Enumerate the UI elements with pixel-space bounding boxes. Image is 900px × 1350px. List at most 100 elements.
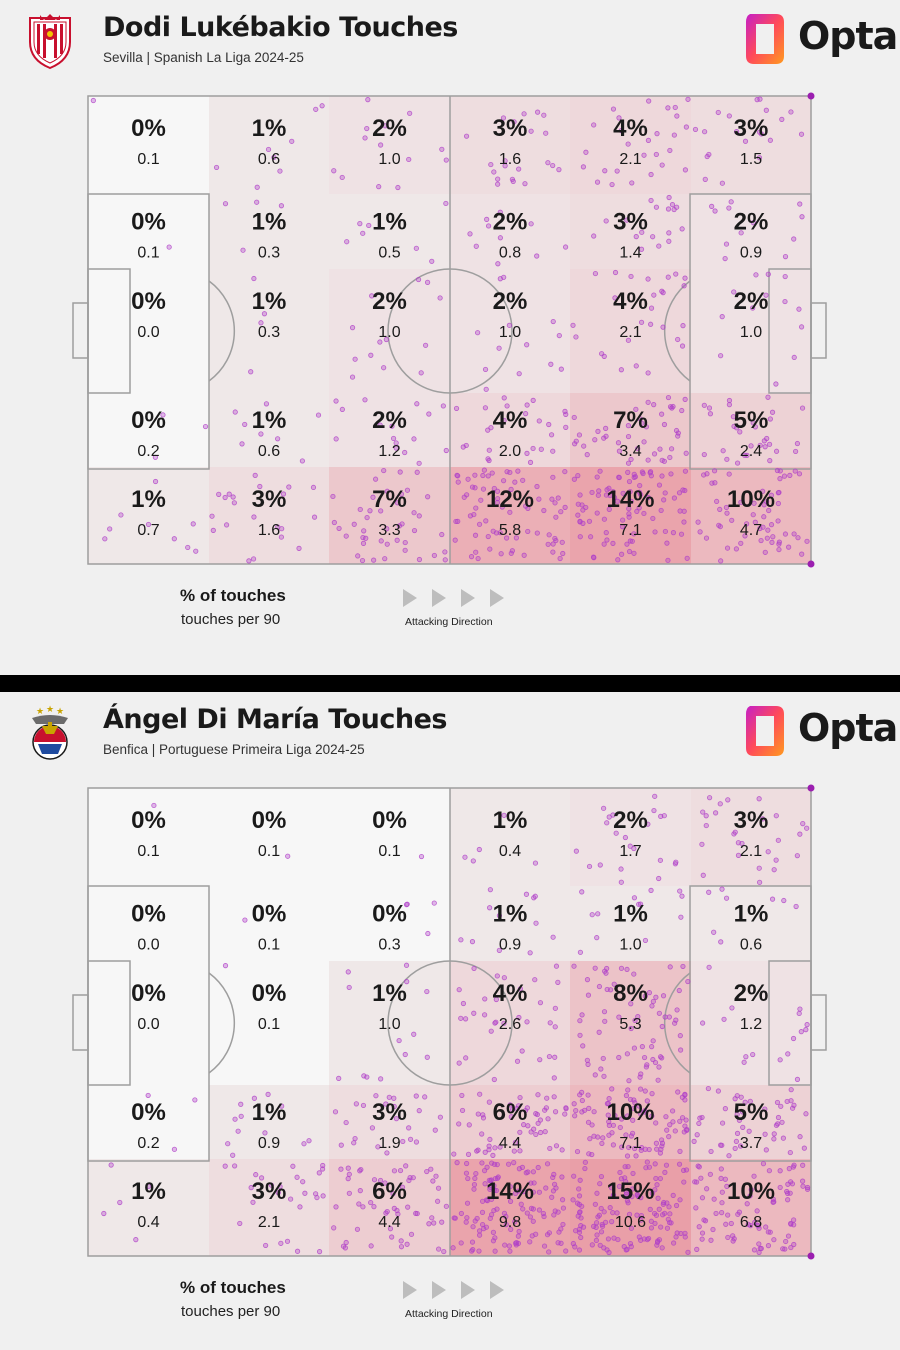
touch-dot [609, 1086, 615, 1092]
touch-dot [601, 1009, 608, 1015]
touch-dot [487, 1136, 493, 1143]
cell-pct-label: 0% [252, 901, 287, 928]
touch-dot [271, 154, 277, 161]
touch-dot [601, 516, 607, 522]
touch-dot [533, 1111, 539, 1117]
touch-dot [268, 1182, 274, 1188]
touch-dot [618, 128, 624, 134]
heat-cell [209, 1085, 329, 1159]
touch-dot [491, 169, 497, 175]
touch-dot [694, 1246, 700, 1252]
touch-dot [521, 111, 527, 117]
touch-dot [577, 1018, 583, 1024]
touch-dot [652, 1059, 659, 1066]
touch-dot [576, 432, 583, 438]
touch-dot [354, 1226, 361, 1232]
touch-dot [624, 541, 630, 547]
touch-dot [492, 1248, 498, 1254]
touch-dot [597, 1181, 603, 1187]
touch-dot [698, 1175, 704, 1181]
touch-dot [788, 1087, 794, 1093]
touch-dot [479, 1221, 486, 1228]
touch-dot [664, 1225, 671, 1231]
touch-dot [579, 502, 585, 508]
touch-dot [145, 521, 152, 528]
touch-dot [397, 469, 403, 475]
touch-dot [483, 518, 489, 524]
touch-dot [515, 1188, 521, 1194]
touch-dot [571, 476, 577, 482]
touch-dot [497, 1144, 503, 1150]
cell-per90-label: 0.8 [499, 245, 521, 262]
touch-dot [429, 258, 435, 264]
touch-dot [631, 895, 638, 901]
touch-dot [494, 499, 500, 506]
touch-dot [592, 965, 598, 971]
touch-dot [316, 1170, 322, 1176]
touch-dot [653, 994, 659, 1000]
touch-dot [579, 889, 585, 895]
cell-per90-label: 10.6 [615, 1214, 646, 1231]
touch-dot [650, 234, 656, 240]
touch-dot [675, 1089, 681, 1095]
touch-dot [679, 343, 686, 349]
touch-dot [603, 492, 610, 498]
touch-dot [356, 1201, 362, 1207]
touch-dot [528, 221, 534, 227]
touch-dot [775, 837, 781, 843]
touch-dot [600, 1135, 606, 1141]
touch-dot [431, 900, 437, 906]
touch-dot [580, 164, 587, 170]
touch-dot [463, 1219, 469, 1225]
touch-dot [591, 1109, 597, 1115]
touch-dot [345, 969, 351, 975]
cell-per90-label: 1.6 [499, 151, 521, 168]
touch-dot [633, 1153, 639, 1159]
touch-dot [594, 1190, 600, 1196]
touch-dot [280, 491, 287, 497]
touch-dot [773, 381, 779, 387]
touch-dot [732, 1145, 738, 1152]
touch-dot [441, 1248, 447, 1255]
cell-pct-label: 7% [372, 486, 407, 513]
touch-dot [602, 968, 608, 974]
touch-dot [520, 1206, 526, 1212]
touch-dot [786, 1166, 792, 1172]
cell-per90-label: 0.6 [258, 151, 280, 168]
touch-dot [552, 1109, 559, 1115]
touch-dot [632, 1100, 638, 1106]
touch-dot [524, 1210, 530, 1216]
touch-dot [614, 1210, 620, 1216]
touch-dot [501, 395, 507, 401]
touch-dot [202, 423, 209, 430]
touch-dot [543, 130, 549, 136]
touch-dot [771, 1136, 777, 1142]
touch-dot [284, 1238, 291, 1244]
touch-dot [625, 469, 631, 475]
heat-cell [329, 788, 450, 886]
touch-dot [359, 557, 366, 564]
touch-dot [435, 1185, 442, 1191]
touch-dot [555, 1240, 561, 1246]
touch-dot [629, 1193, 635, 1200]
touch-dot [230, 494, 236, 500]
touch-dot [516, 1014, 522, 1021]
touch-dot [592, 270, 599, 277]
touch-dot [594, 935, 600, 941]
cell-pct-label: 0% [252, 807, 287, 834]
touch-dot [575, 512, 581, 518]
touch-dot [285, 853, 291, 859]
touch-dot [499, 504, 505, 510]
touch-dot [464, 1215, 470, 1221]
cell-pct-label: 4% [493, 980, 528, 1007]
cell-pct-label: 0% [131, 115, 166, 142]
touch-dot [432, 1127, 438, 1133]
touch-dot [351, 1140, 357, 1146]
touch-dot [677, 508, 683, 514]
cell-pct-label: 2% [734, 209, 769, 236]
touch-dot [655, 1195, 661, 1201]
cell-pct-label: 3% [734, 115, 769, 142]
touch-dot [601, 1073, 607, 1079]
touch-dot [477, 1091, 483, 1097]
touch-dot [680, 963, 686, 970]
